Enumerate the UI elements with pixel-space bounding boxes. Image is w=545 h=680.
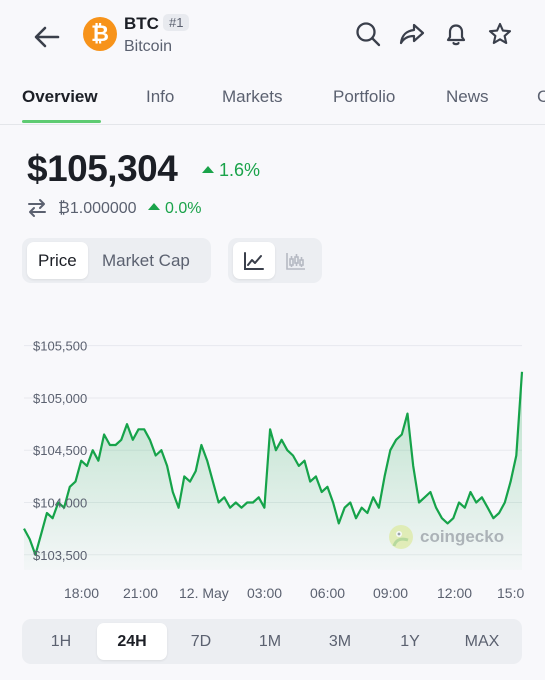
line-chart-icon (244, 251, 264, 270)
range-1m-button[interactable]: 1M (258, 633, 282, 650)
price-toggle-button[interactable]: Price (27, 242, 88, 279)
line-chart-button[interactable] (233, 242, 275, 279)
price-chart[interactable]: $105,500 $105,000 $104,500 $104,000 $103,500… (0, 330, 545, 610)
y-tick-label: $105,000 (33, 391, 87, 406)
y-tick-label: $105,500 (33, 339, 87, 354)
y-tick-label: $104,500 (33, 443, 87, 458)
coingecko-watermark: coingecko (388, 523, 504, 551)
x-tick-label: 03:00 (247, 585, 282, 601)
tab-overview[interactable]: Overview (22, 87, 98, 106)
range-7d-button[interactable]: 7D (190, 633, 212, 650)
y-tick-label: $103,500 (33, 548, 87, 563)
tab-bar: Overview Info Markets Portfolio News C (0, 84, 545, 125)
tab-markets[interactable]: Markets (222, 87, 283, 106)
share-icon[interactable] (398, 20, 426, 48)
range-24h-button[interactable]: 24H (97, 623, 167, 660)
gecko-logo-icon (389, 525, 413, 549)
price-area-fill (24, 371, 522, 570)
range-1h-button[interactable]: 1H (50, 633, 72, 650)
tab-news[interactable]: News (446, 87, 489, 106)
x-tick-label: 15:0 (497, 585, 524, 601)
candlestick-icon (286, 252, 305, 270)
chart-style-toggle (228, 238, 322, 283)
star-icon[interactable] (486, 20, 514, 48)
btc-price: ₿1.000000 (58, 200, 137, 217)
btc-change: 0.0% (148, 200, 201, 218)
x-tick-label: 12. May (179, 585, 229, 601)
price-line (23, 371, 524, 556)
tab-portfolio[interactable]: Portfolio (333, 87, 396, 106)
time-range-selector: 1H 24H 7D 1M 3M 1Y MAX (22, 619, 522, 664)
range-3m-button[interactable]: 3M (328, 633, 352, 650)
x-tick-label: 06:00 (310, 585, 345, 601)
coin-name: Bitcoin (124, 38, 173, 55)
coin-symbol: BTC (124, 14, 159, 33)
market-cap-toggle-button[interactable]: Market Cap (102, 251, 190, 270)
range-1y-button[interactable]: 1Y (400, 633, 420, 650)
range-max-button[interactable]: MAX (464, 633, 500, 650)
tab-info[interactable]: Info (146, 87, 175, 106)
usd-change: 1.6% (202, 160, 260, 181)
usd-price: $105,304 (27, 148, 178, 189)
candlestick-button[interactable] (275, 242, 317, 279)
rank-badge: #1 (163, 14, 190, 31)
up-triangle-icon (148, 203, 160, 210)
bitcoin-logo-icon: ₿ (83, 17, 117, 51)
x-tick-label: 21:00 (123, 585, 158, 601)
search-icon[interactable] (354, 20, 382, 48)
metric-toggle: Price Market Cap (22, 238, 211, 283)
x-tick-label: 09:00 (373, 585, 408, 601)
up-triangle-icon (202, 166, 214, 173)
x-tick-label: 12:00 (437, 585, 472, 601)
active-tab-indicator (22, 120, 101, 123)
swap-icon (28, 199, 46, 217)
tab-more[interactable]: C (537, 87, 545, 106)
back-arrow-icon[interactable] (30, 20, 64, 54)
x-tick-label: 18:00 (64, 585, 99, 601)
bell-icon[interactable] (442, 20, 470, 48)
y-tick-label: $104,000 (33, 496, 87, 511)
